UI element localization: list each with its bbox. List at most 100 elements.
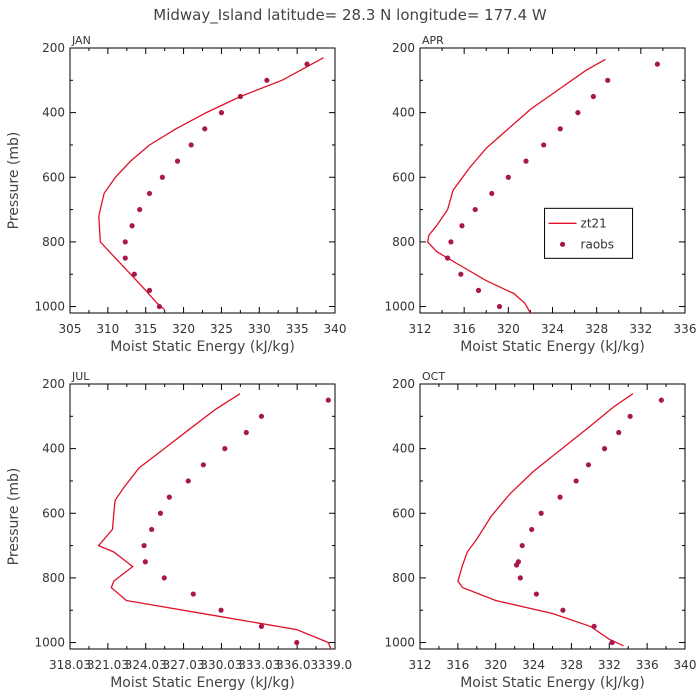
obs-point <box>505 174 511 180</box>
x-tick-label: 320 <box>484 658 507 672</box>
x-tick-label: 340 <box>674 658 697 672</box>
plot-frame <box>419 383 686 650</box>
x-tick-label: 312 <box>409 322 432 336</box>
obs-point <box>325 397 331 403</box>
y-tick-label: 1000 <box>384 636 415 650</box>
y-tick-label: 1000 <box>34 300 65 314</box>
y-tick-label: 800 <box>42 571 65 585</box>
y-axis-label: Pressure (mb) <box>6 468 22 566</box>
obs-point <box>573 478 579 484</box>
x-tick-label: 336 <box>674 322 697 336</box>
x-tick-label: 339.0 <box>318 658 352 672</box>
x-tick-label: 330.03 <box>200 658 242 672</box>
obs-point <box>616 429 622 436</box>
obs-point <box>185 478 191 484</box>
y-tick-label: 400 <box>392 442 415 456</box>
obs-point <box>146 287 153 293</box>
y-tick-label: 800 <box>392 235 415 249</box>
x-tick-label: 328 <box>585 322 608 336</box>
x-tick-label: 332 <box>598 658 621 672</box>
x-tick-label: 316 <box>446 658 469 672</box>
x-tick-label: 324 <box>522 658 545 672</box>
obs-point <box>627 413 633 419</box>
obs-point <box>122 239 128 245</box>
y-tick-label: 200 <box>42 41 65 55</box>
x-tick-label: 310 <box>96 322 119 336</box>
obs-point <box>188 142 194 148</box>
obs-point <box>258 413 265 419</box>
obs-point <box>161 575 167 581</box>
obs-point <box>489 190 495 197</box>
legend-obs-label: raobs <box>581 237 615 251</box>
obs-point <box>174 158 181 164</box>
obs-point <box>264 77 270 83</box>
obs-point <box>142 559 148 565</box>
panel-jan: JAN 305 310 315 320 325 330 335 340 200 400 600 800 1… <box>6 34 346 355</box>
y-tick-label: 200 <box>42 377 65 391</box>
obs-point <box>541 142 547 148</box>
x-tick-label: 324.03 <box>125 658 167 672</box>
x-tick-label: 335 <box>286 322 309 336</box>
x-tick-label: 320 <box>172 322 195 336</box>
x-tick-label: 324 <box>541 322 564 336</box>
panel-oct: OCT 312 316 320 324 328 332 336 340 200 400 600 800 1… <box>384 370 696 691</box>
obs-point <box>590 93 596 100</box>
y-tick-label: 800 <box>42 235 65 249</box>
x-tick-label: 328 <box>560 658 583 672</box>
x-tick-label: 315 <box>134 322 157 336</box>
obs-point <box>538 510 544 516</box>
obs-point <box>533 591 540 597</box>
x-axis-label: Moist Static Energy (kJ/kg) <box>110 339 295 355</box>
x-tick-label: 336.03 <box>276 658 318 672</box>
obs-point <box>585 462 592 468</box>
x-tick-label: 305 <box>59 322 82 336</box>
x-axis-label: Moist Static Energy (kJ/kg) <box>460 675 645 691</box>
y-axis-label: Pressure (mb) <box>6 132 22 230</box>
obs-point <box>445 255 451 261</box>
obs-point <box>304 61 310 67</box>
y-tick-label: 200 <box>392 41 415 55</box>
obs-point <box>146 190 153 197</box>
x-tick-label: 318.03 <box>49 658 91 672</box>
panel-title: JUL <box>71 370 90 383</box>
obs-point <box>258 623 265 629</box>
obs-point <box>122 255 128 261</box>
plot-frame <box>69 47 336 314</box>
page-title: Midway_Island latitude= 28.3 N longitude… <box>153 6 547 25</box>
obs-point <box>448 239 454 245</box>
model-line <box>457 393 634 647</box>
y-tick-label: 600 <box>42 506 65 520</box>
obs-point <box>529 526 535 533</box>
obs-point <box>557 126 563 132</box>
obs-point <box>560 607 566 613</box>
obs-point <box>166 494 172 500</box>
obs-point <box>605 77 611 83</box>
y-tick-label: 400 <box>42 442 65 456</box>
y-tick-label: 1000 <box>384 300 415 314</box>
obs-point <box>459 223 465 229</box>
obs-point <box>519 542 525 549</box>
x-tick-label: 316 <box>453 322 476 336</box>
obs-point <box>601 446 608 452</box>
obs-point <box>575 110 581 116</box>
x-tick-label: 312 <box>409 658 432 672</box>
y-tick-label: 600 <box>42 170 65 184</box>
x-tick-label: 321.03 <box>87 658 129 672</box>
obs-point <box>137 206 143 213</box>
obs-point <box>222 446 228 452</box>
obs-point <box>591 623 597 629</box>
obs-point <box>513 562 520 568</box>
y-tick-label: 200 <box>392 377 415 391</box>
obs-point <box>557 494 563 500</box>
panel-title: OCT <box>422 370 445 383</box>
obs-point <box>496 303 503 310</box>
obs-point <box>475 287 482 293</box>
panel-title: JAN <box>71 34 91 47</box>
panel-jul: JUL318.03321.03324.03327.03330.03333.033… <box>6 370 352 691</box>
obs-point <box>243 429 249 436</box>
obs-point <box>218 110 225 116</box>
legend-point-swatch <box>559 241 566 247</box>
x-tick-label: 333.03 <box>238 658 280 672</box>
x-tick-label: 340 <box>324 322 347 336</box>
plot-frame <box>69 383 336 650</box>
